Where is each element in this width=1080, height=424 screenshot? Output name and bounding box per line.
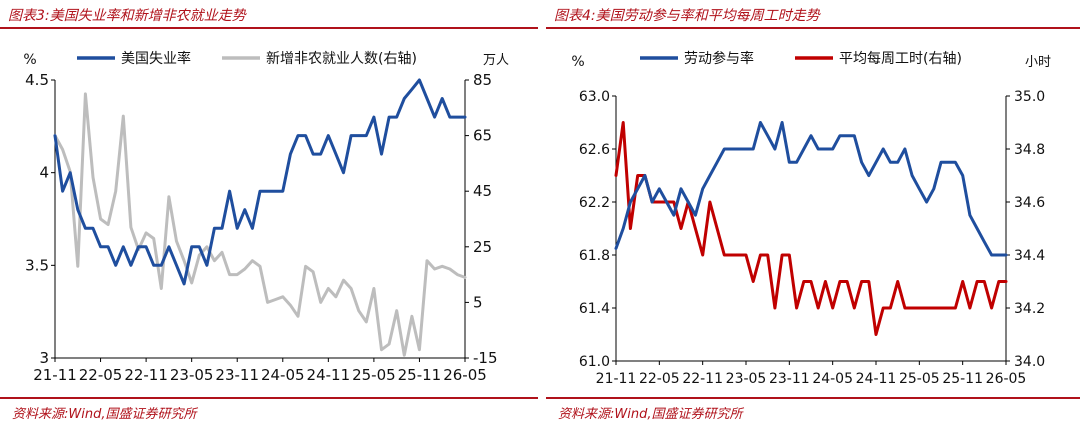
x-tick-label: 24-05: [812, 371, 853, 387]
x-tick-label: 22-05: [639, 371, 680, 387]
x-tick-label: 23-05: [726, 371, 767, 387]
y-tick-label-right: 35.0: [1014, 89, 1045, 105]
y-tick-label-right: 34.2: [1014, 301, 1045, 317]
x-tick-label: 23-05: [170, 366, 214, 384]
chart-title: 图表4:美国劳动参与率和平均每周工时走势: [554, 8, 820, 24]
source-rule: [546, 397, 1080, 399]
x-tick-label: 25-05: [352, 366, 396, 384]
x-tick-label: 22-05: [79, 366, 123, 384]
x-tick-label: 22-11: [682, 371, 723, 387]
series-line-secondary: [53, 92, 467, 357]
x-tick-label: 23-11: [769, 371, 810, 387]
x-tick-label: 26-05: [986, 371, 1027, 387]
series-line-secondary: [614, 121, 1008, 336]
y-unit-left: %: [571, 54, 584, 70]
x-tick-label: 23-11: [215, 366, 259, 384]
y-tick-label-left: 63.0: [579, 89, 610, 105]
x-tick-label: 25-11: [398, 366, 442, 384]
y-tick-label-left: 3: [39, 349, 49, 367]
x-tick-label: 25-05: [899, 371, 940, 387]
y-tick-label-left: 4.5: [25, 71, 49, 89]
title-rule: [546, 27, 1080, 29]
x-tick-label: 22-11: [124, 366, 168, 384]
y-unit-left: %: [23, 52, 36, 68]
chart-panel-unemployment: 图表3:美国失业率和新增非农就业走势 4.5 4 3.5 3 85 65 45 25 5 -15 2…: [0, 0, 538, 424]
y-unit-right: 小时: [1025, 55, 1051, 70]
chart-participation-hours: 63.0 62.6 62.2 61.8 61.4 61.0 35.0 34.8 34.6 34.4…: [571, 50, 1051, 387]
y-tick-label-right: 34.8: [1014, 142, 1045, 158]
chart-source: 资料来源:Wind,国盛证券研究所: [558, 407, 743, 422]
series-line-primary: [53, 78, 467, 286]
title-rule: [0, 27, 538, 29]
y-tick-label-right: 25: [473, 238, 492, 256]
x-tick-label: 25-11: [942, 371, 983, 387]
chart-title: 图表3:美国失业率和新增非农就业走势: [8, 8, 246, 24]
chart-source: 资料来源:Wind,国盛证券研究所: [12, 407, 197, 422]
y-tick-label-right: 5: [473, 293, 483, 311]
chart-panel-participation: 图表4:美国劳动参与率和平均每周工时走势 63.0 62.6 62.2 61.8 61.…: [546, 0, 1080, 424]
legend-label: 美国失业率: [121, 50, 191, 67]
y-tick-label-left: 61.8: [579, 248, 610, 264]
legend-label: 平均每周工时(右轴): [839, 51, 962, 67]
x-tick-label: 21-11: [33, 366, 77, 384]
y-tick-label-left: 62.6: [579, 142, 610, 158]
x-tick-label: 24-11: [856, 371, 897, 387]
y-tick-label-right: 34.0: [1014, 354, 1045, 370]
legend-label: 劳动参与率: [684, 50, 754, 67]
y-tick-label-left: 61.4: [579, 301, 610, 317]
y-tick-label-left: 61.0: [579, 354, 610, 370]
y-tick-label-left: 62.2: [579, 195, 610, 211]
x-tick-label: 21-11: [596, 371, 637, 387]
x-tick-label: 24-05: [261, 366, 305, 384]
y-unit-right: 万人: [483, 53, 509, 68]
y-tick-label-right: 34.6: [1014, 195, 1045, 211]
legend-label: 新增非农就业人数(右轴): [266, 51, 417, 67]
y-tick-label-right: -15: [473, 349, 498, 367]
x-tick-label: 26-05: [443, 366, 487, 384]
y-tick-label-right: 65: [473, 127, 492, 145]
y-tick-label-right: 45: [473, 182, 492, 200]
chart-unemployment-payrolls: 4.5 4 3.5 3 85 65 45 25 5 -15 21-11 22-05 22-11 23-05…: [23, 50, 509, 384]
y-tick-label-right: 85: [473, 71, 492, 89]
series-line-primary: [614, 121, 1008, 257]
y-tick-label-left: 4: [39, 164, 49, 182]
source-rule: [0, 397, 538, 399]
y-tick-label-left: 3.5: [25, 256, 49, 274]
x-tick-label: 24-11: [307, 366, 351, 384]
y-tick-label-right: 34.4: [1014, 248, 1045, 264]
